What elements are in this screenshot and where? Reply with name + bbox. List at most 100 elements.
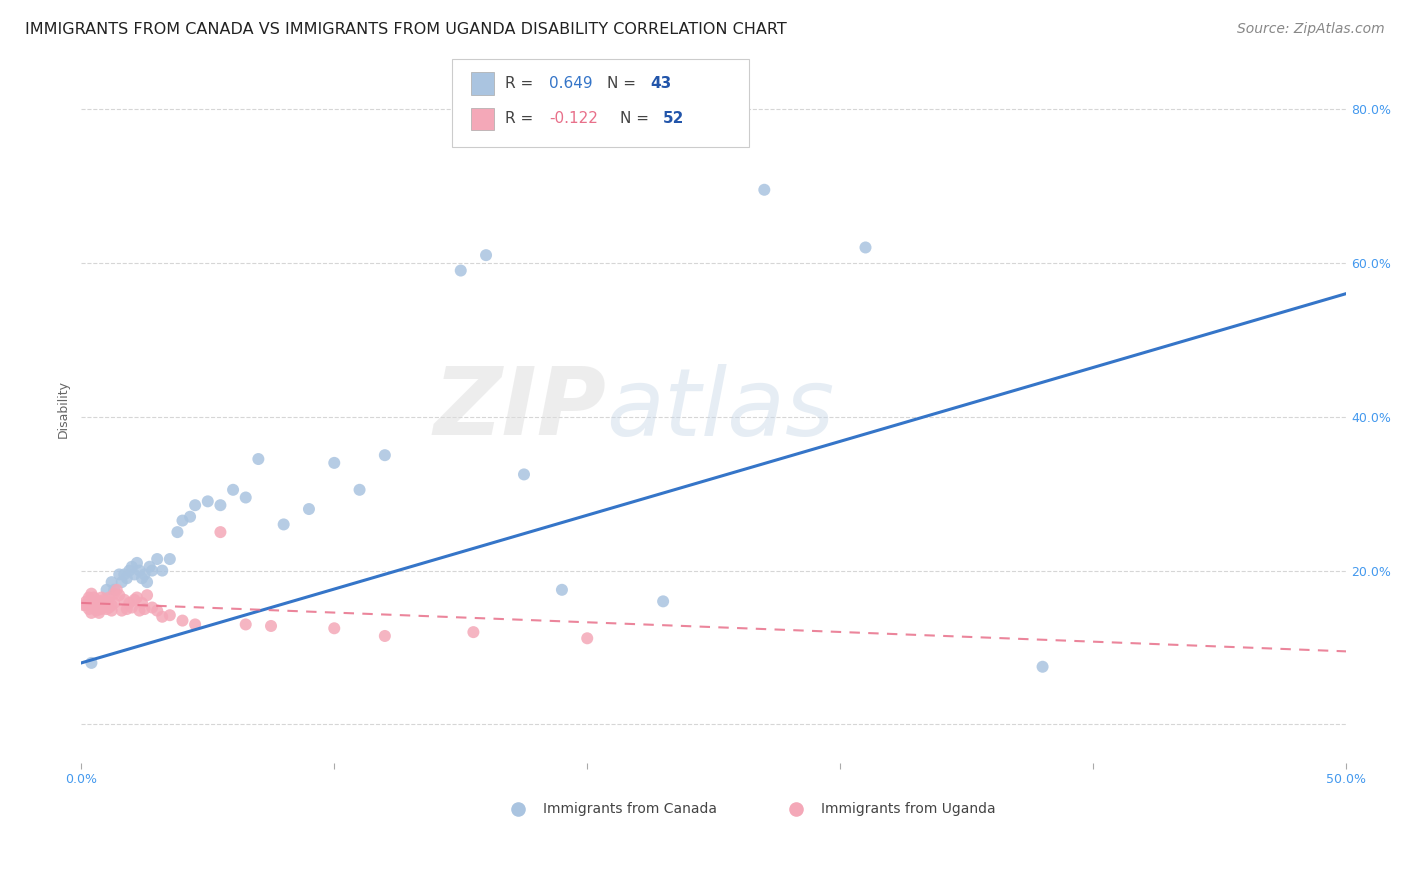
- Point: [108, 588, 131, 602]
- Point: [77, 591, 100, 605]
- Point: [100, 575, 122, 590]
- Text: -0.122: -0.122: [550, 112, 598, 127]
- Text: Source: ZipAtlas.com: Source: ZipAtlas.com: [1237, 22, 1385, 37]
- Point: [172, 514, 194, 528]
- Point: [450, 263, 472, 277]
- Point: [184, 617, 207, 632]
- Point: [349, 483, 371, 497]
- Point: [93, 592, 115, 607]
- Point: [128, 564, 150, 578]
- Point: [222, 483, 245, 497]
- Point: [80, 606, 103, 620]
- Text: 52: 52: [664, 112, 685, 127]
- Point: [112, 592, 135, 607]
- Point: [513, 467, 536, 482]
- Point: [80, 656, 103, 670]
- Point: [463, 625, 485, 640]
- Point: [112, 567, 135, 582]
- Point: [943, 767, 966, 781]
- Point: [111, 575, 134, 590]
- Point: [374, 629, 396, 643]
- Point: [323, 621, 346, 635]
- Point: [103, 582, 125, 597]
- Point: [96, 594, 118, 608]
- Point: [115, 602, 138, 616]
- Point: [576, 632, 599, 646]
- Point: [128, 604, 150, 618]
- Text: R =: R =: [505, 76, 538, 91]
- Point: [75, 598, 97, 612]
- Point: [131, 596, 153, 610]
- Point: [103, 596, 125, 610]
- Text: N =: N =: [620, 112, 654, 127]
- Point: [100, 604, 122, 618]
- Point: [124, 567, 146, 582]
- Point: [235, 617, 257, 632]
- Text: 43: 43: [651, 76, 672, 91]
- Point: [105, 582, 128, 597]
- Point: [100, 598, 122, 612]
- Point: [551, 582, 574, 597]
- Point: [247, 452, 270, 467]
- Point: [115, 571, 138, 585]
- Point: [80, 587, 103, 601]
- Point: [209, 525, 232, 540]
- Point: [87, 606, 110, 620]
- Point: [141, 600, 163, 615]
- Text: Immigrants from Canada: Immigrants from Canada: [543, 802, 717, 816]
- Point: [131, 571, 153, 585]
- Point: [134, 567, 156, 582]
- Point: [121, 600, 143, 615]
- Point: [77, 602, 100, 616]
- FancyBboxPatch shape: [471, 72, 494, 95]
- Point: [475, 248, 498, 262]
- Point: [86, 604, 108, 618]
- Point: [83, 596, 105, 610]
- Point: [98, 591, 121, 605]
- Point: [855, 240, 877, 254]
- FancyBboxPatch shape: [451, 59, 749, 147]
- Y-axis label: Disability: Disability: [58, 380, 70, 438]
- Point: [83, 591, 105, 605]
- Point: [150, 609, 173, 624]
- Text: 0.649: 0.649: [550, 76, 593, 91]
- Point: [118, 564, 141, 578]
- Point: [374, 448, 396, 462]
- Text: atlas: atlas: [606, 364, 834, 455]
- Point: [121, 559, 143, 574]
- Point: [197, 494, 219, 508]
- Point: [124, 592, 146, 607]
- Point: [118, 596, 141, 610]
- Point: [90, 591, 112, 605]
- Point: [146, 552, 169, 566]
- Text: IMMIGRANTS FROM CANADA VS IMMIGRANTS FROM UGANDA DISABILITY CORRELATION CHART: IMMIGRANTS FROM CANADA VS IMMIGRANTS FRO…: [25, 22, 787, 37]
- Point: [98, 600, 121, 615]
- Point: [125, 556, 148, 570]
- Point: [75, 594, 97, 608]
- Point: [136, 588, 159, 602]
- Point: [159, 608, 181, 623]
- Point: [235, 491, 257, 505]
- Point: [73, 598, 96, 612]
- Point: [652, 594, 675, 608]
- Point: [138, 559, 160, 574]
- Point: [166, 525, 188, 540]
- Text: ZIP: ZIP: [433, 363, 606, 455]
- Point: [108, 567, 131, 582]
- Point: [298, 502, 321, 516]
- Point: [111, 604, 134, 618]
- Text: N =: N =: [607, 76, 641, 91]
- Point: [209, 498, 232, 512]
- Point: [1032, 659, 1054, 673]
- Point: [96, 602, 118, 616]
- Point: [141, 564, 163, 578]
- Point: [172, 614, 194, 628]
- Point: [96, 582, 118, 597]
- Point: [87, 600, 110, 615]
- Point: [273, 517, 295, 532]
- FancyBboxPatch shape: [471, 108, 494, 130]
- Point: [146, 604, 169, 618]
- Point: [93, 596, 115, 610]
- Point: [87, 594, 110, 608]
- Point: [125, 591, 148, 605]
